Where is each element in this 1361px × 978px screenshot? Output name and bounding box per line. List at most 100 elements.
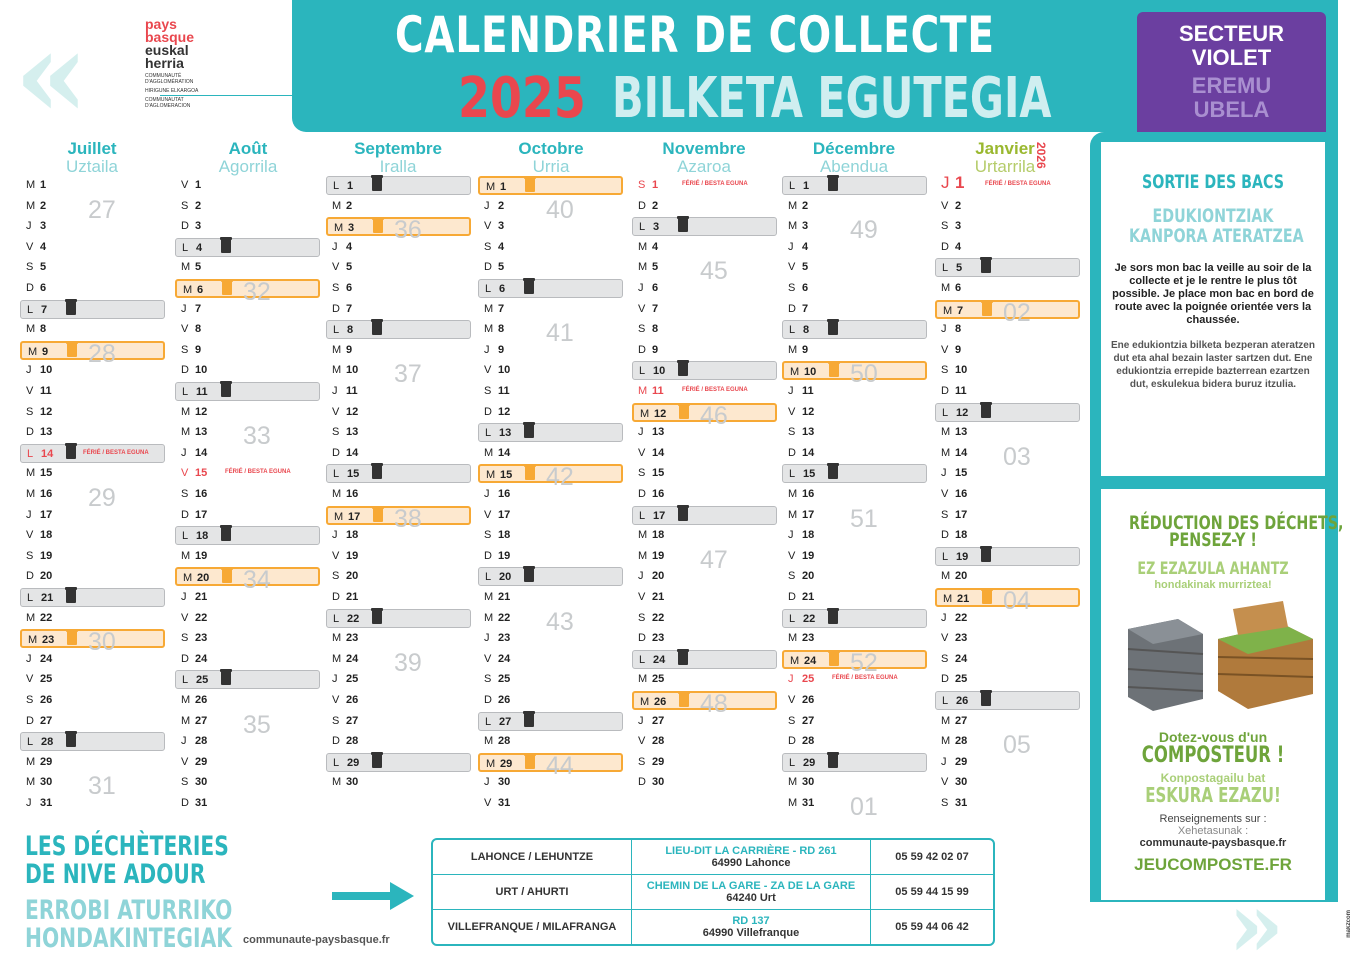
- info-url[interactable]: communaute-paysbasque.fr: [1139, 837, 1287, 849]
- day-label: V 15: [181, 467, 208, 480]
- calendar-day: L 19: [935, 545, 1080, 566]
- day-label: J 25: [788, 673, 815, 686]
- calendar-day: M 26: [175, 691, 320, 710]
- black-bin-icon: [220, 381, 232, 397]
- day-label: M 11: [638, 385, 664, 397]
- calendar-day: D 21: [782, 588, 927, 607]
- day-label: L 22: [333, 612, 360, 625]
- day-label: J 25: [332, 673, 359, 686]
- calendar-day: L 25: [175, 669, 320, 690]
- calendar-day: M 31: [782, 794, 927, 813]
- day-label: S 15: [638, 467, 665, 480]
- calendar-day: L 13: [478, 422, 623, 443]
- black-bin-icon: [523, 278, 535, 294]
- calendar-day: J 30: [478, 773, 623, 792]
- calendar-day: M 17: [326, 505, 471, 525]
- yellow-bin-icon: [221, 279, 233, 295]
- day-label: M 29: [26, 755, 53, 768]
- calendar-day: S 13: [782, 423, 927, 442]
- calendar-day: M 24: [326, 650, 471, 669]
- decheteries-url[interactable]: communaute-paysbasque.fr: [243, 934, 390, 946]
- day-label: D 11: [941, 385, 967, 397]
- day-label: M 16: [332, 488, 359, 500]
- day-label: S 25: [484, 673, 511, 686]
- calendar-day: L 11: [175, 381, 320, 401]
- calendar-day: L 24: [632, 648, 777, 669]
- day-label: L 15: [333, 468, 360, 481]
- decheterie-phone[interactable]: 05 59 44 15 99: [871, 875, 993, 910]
- calendar-day: M 27: [935, 712, 1080, 731]
- day-label: S 20: [788, 570, 815, 583]
- day-label: L 28: [27, 736, 54, 749]
- month-name-fr: Juillet: [67, 139, 117, 158]
- day-label: M 14: [941, 446, 968, 459]
- calendar-day: J 11: [782, 382, 927, 401]
- calendar-day: D 13: [20, 423, 165, 442]
- calendar-day: D 28: [782, 732, 927, 751]
- day-label: L 29: [333, 756, 360, 769]
- ferie-label: FÉRIÉ / BESTA EGUNA: [682, 387, 748, 393]
- day-label: J 28: [181, 735, 208, 748]
- day-label: M 30: [788, 776, 815, 789]
- calendar-day: L 22: [326, 607, 471, 628]
- calendar-day: M 22: [20, 609, 165, 628]
- jeucomposte-link[interactable]: JEUCOMPOSTE.FR: [1134, 855, 1292, 874]
- calendar-day: V 21: [632, 588, 777, 607]
- day-label: V 19: [788, 549, 815, 562]
- day-label: L 24: [639, 653, 666, 666]
- week-number: 03: [1003, 442, 1031, 471]
- week-number: 31: [88, 772, 116, 801]
- month-name-fr: Novembre: [662, 139, 746, 158]
- day-label: V 26: [788, 694, 815, 706]
- day-label: M 18: [638, 529, 665, 542]
- black-bin-icon: [371, 463, 383, 480]
- calendar-day: L 22: [782, 607, 927, 628]
- month-header: Octobre Urria: [476, 140, 626, 176]
- month-header: Août Agorrila: [173, 140, 323, 176]
- decheterie-phone[interactable]: 05 59 42 02 07: [871, 840, 993, 875]
- calendar-day: S 17: [935, 506, 1080, 525]
- day-label: M 10: [790, 366, 817, 379]
- black-bin-icon: [371, 751, 383, 768]
- decheterie-phone[interactable]: 05 59 44 06 42: [895, 921, 969, 933]
- black-bin-icon: [677, 648, 689, 665]
- day-label: V 10: [484, 364, 511, 377]
- black-bin-icon: [980, 257, 992, 274]
- day-label: M 28: [484, 735, 511, 748]
- calendar-day: S 16: [175, 485, 320, 504]
- calendar-day: M 23: [782, 629, 927, 648]
- week-number: 05: [1003, 731, 1031, 760]
- calendar-day: J 23: [478, 629, 623, 648]
- day-label: L 25: [182, 674, 209, 687]
- day-label: S 17: [941, 508, 968, 521]
- calendar-day: L 21: [20, 587, 165, 607]
- day-label: M 25: [638, 673, 665, 686]
- day-label: J 22: [941, 611, 968, 624]
- day-label: J 11: [332, 385, 358, 397]
- black-bin-icon: [677, 216, 689, 233]
- week-number: 38: [394, 504, 422, 533]
- day-label: J 16: [484, 488, 511, 500]
- day-label: S 27: [788, 714, 815, 727]
- day-label: D 10: [181, 364, 208, 377]
- composter-illustration: [1127, 601, 1314, 711]
